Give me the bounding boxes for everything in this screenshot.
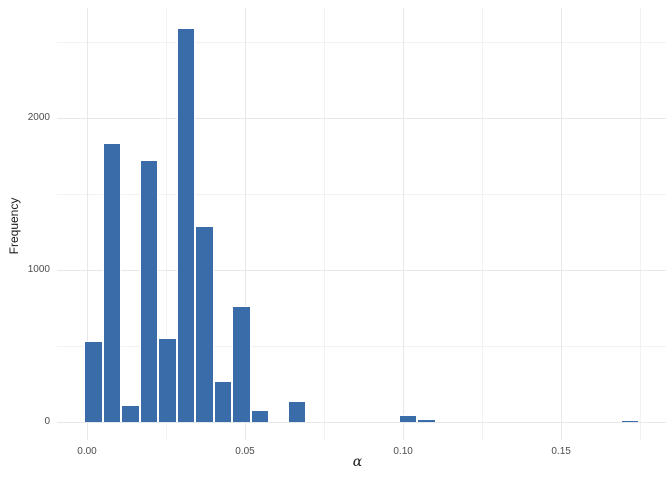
x-axis-tick-label: 0.00 (77, 446, 97, 457)
y-axis-tick-label: 1000 (27, 263, 50, 275)
histogram-bar (176, 27, 196, 422)
x-minor-gridline (166, 8, 167, 440)
y-minor-gridline (57, 345, 666, 347)
y-minor-gridline (57, 42, 666, 43)
histogram-bar (84, 341, 103, 422)
y-minor-gridline (57, 193, 666, 195)
x-axis-tick-label: 0.10 (393, 446, 413, 457)
histogram-bar (213, 380, 233, 422)
histogram-bar (102, 143, 122, 422)
y-axis-title: Frequency (7, 197, 21, 255)
plot-panel (57, 8, 666, 440)
x-axis-tick-label: 0.05 (235, 446, 255, 457)
histogram-bar (250, 409, 270, 422)
x-minor-gridline (640, 8, 642, 440)
histogram-bar (287, 401, 307, 422)
y-axis-tick-label: 0 (44, 415, 50, 427)
y-major-gridline (57, 421, 666, 423)
histogram-bar (121, 405, 140, 422)
histogram-bar (139, 159, 159, 422)
x-major-gridline (403, 8, 405, 440)
x-axis-title: α (352, 454, 363, 470)
y-axis-tick-label: 2000 (27, 112, 50, 123)
histogram-bar (232, 306, 251, 422)
x-minor-gridline (324, 8, 325, 440)
x-major-gridline (245, 8, 246, 440)
histogram-bar (620, 419, 640, 422)
histogram-bar (195, 225, 214, 422)
y-major-gridline (57, 269, 666, 271)
x-major-gridline (87, 8, 88, 440)
histogram-bar (398, 414, 417, 422)
y-major-gridline (57, 118, 666, 119)
histogram-bar (417, 419, 436, 422)
histogram-bar (158, 337, 177, 422)
x-minor-gridline (482, 8, 484, 440)
x-major-gridline (561, 8, 563, 440)
x-axis-tick-label: 0.15 (551, 446, 571, 457)
